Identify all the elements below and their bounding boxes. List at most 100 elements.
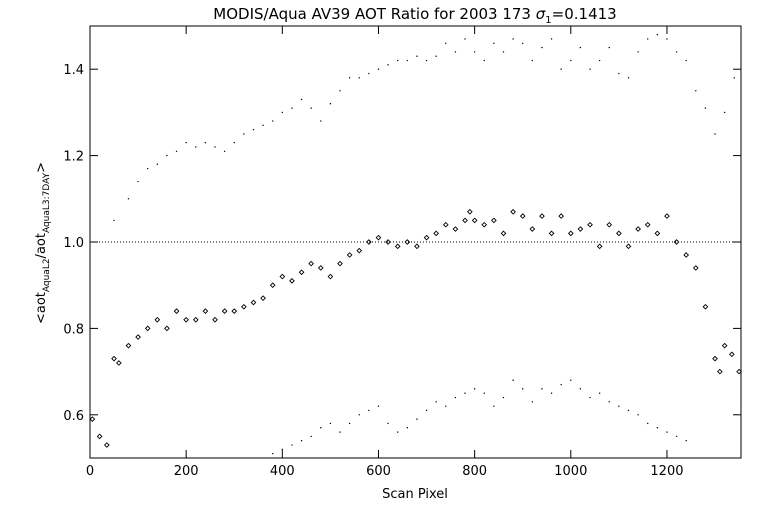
data-point xyxy=(397,59,399,62)
data-point xyxy=(608,401,610,403)
data-point xyxy=(473,51,476,53)
data-point xyxy=(675,51,678,53)
data-point xyxy=(531,59,534,62)
data-point xyxy=(221,308,228,314)
data-point xyxy=(125,342,132,349)
x-tick-label: 200 xyxy=(174,464,199,479)
data-point xyxy=(666,431,668,433)
data-point xyxy=(272,452,274,455)
data-point xyxy=(570,59,572,62)
data-point xyxy=(473,388,476,390)
data-point xyxy=(454,51,457,53)
data-point xyxy=(717,368,723,375)
data-point xyxy=(627,409,630,412)
data-point xyxy=(616,230,622,237)
data-point xyxy=(644,221,651,228)
data-point xyxy=(164,325,170,332)
data-point xyxy=(635,226,641,232)
data-point xyxy=(300,98,303,101)
title-main: MODIS/Aqua AV39 AOT Ratio for 2003 173 xyxy=(213,5,535,23)
title-sigma: σ xyxy=(536,5,546,23)
data-point xyxy=(452,226,459,232)
data-point xyxy=(598,59,601,62)
data-point xyxy=(231,308,238,314)
title-sigma-subscript: 1 xyxy=(545,15,551,26)
data-point xyxy=(416,55,418,57)
data-point xyxy=(320,120,322,122)
ylabel-open: <aot xyxy=(34,292,49,324)
data-point xyxy=(358,414,360,416)
data-point xyxy=(685,440,687,442)
data-point xyxy=(433,230,440,237)
data-point xyxy=(406,59,409,62)
data-point xyxy=(522,388,524,390)
data-point xyxy=(111,355,117,362)
x-tick-label: 400 xyxy=(270,464,295,479)
data-point xyxy=(704,107,707,109)
data-point xyxy=(570,379,572,381)
data-point xyxy=(579,46,582,49)
data-point xyxy=(425,409,428,412)
data-point xyxy=(442,221,449,228)
data-point xyxy=(493,42,495,44)
data-point xyxy=(567,230,574,237)
data-point xyxy=(550,38,553,40)
data-point xyxy=(348,77,351,79)
data-point xyxy=(712,355,718,362)
data-point xyxy=(519,213,526,219)
data-point xyxy=(464,392,466,394)
data-point xyxy=(127,198,130,200)
data-point xyxy=(627,77,630,79)
data-point xyxy=(522,42,524,44)
data-point xyxy=(481,221,488,228)
data-point xyxy=(204,141,207,144)
x-tick-label: 1000 xyxy=(554,464,587,479)
data-point xyxy=(252,128,255,131)
data-point xyxy=(327,273,334,280)
data-point xyxy=(339,90,341,92)
data-point xyxy=(560,383,562,386)
data-point xyxy=(406,427,409,429)
data-point xyxy=(387,64,389,66)
data-point xyxy=(637,51,639,53)
ylabel-sub1: AquaL2 xyxy=(42,258,52,292)
data-point xyxy=(358,77,360,79)
data-point xyxy=(577,226,584,232)
ylabel-sub2: AquaL3:7DAY xyxy=(42,172,52,233)
data-point xyxy=(394,243,401,250)
data-point xyxy=(185,141,187,144)
data-point xyxy=(560,68,562,70)
data-point xyxy=(435,55,437,57)
data-point xyxy=(113,219,115,222)
data-point xyxy=(233,141,235,144)
data-point xyxy=(606,221,613,228)
data-point xyxy=(491,217,497,224)
data-point xyxy=(269,282,276,289)
data-point xyxy=(539,213,545,219)
data-point xyxy=(387,422,389,425)
data-point xyxy=(733,77,735,79)
data-point xyxy=(445,42,447,44)
data-point xyxy=(685,59,687,62)
data-point xyxy=(214,146,216,148)
data-point xyxy=(320,427,322,429)
data-point xyxy=(137,180,139,183)
data-point xyxy=(596,243,603,250)
data-point xyxy=(656,427,659,429)
data-point xyxy=(202,308,209,314)
data-point xyxy=(466,208,473,215)
data-point xyxy=(462,217,468,224)
title-value: =0.1413 xyxy=(552,5,617,23)
data-point xyxy=(317,265,324,271)
data-point xyxy=(714,133,716,135)
axis-ticks: 0 200 400 600 800 1000 1200 0.6 0.8 1.0 1.2 1.4 xyxy=(63,26,741,479)
data-point xyxy=(500,230,507,237)
data-point xyxy=(310,107,312,109)
data-point xyxy=(647,38,649,40)
y-axis-label: <aotAquaL2/aotAquaL3:7DAY> xyxy=(34,162,52,324)
y-tick-label: 0.6 xyxy=(63,409,84,424)
data-point xyxy=(250,299,257,306)
data-point xyxy=(146,167,149,170)
data-point xyxy=(368,72,370,75)
data-point xyxy=(550,392,553,394)
